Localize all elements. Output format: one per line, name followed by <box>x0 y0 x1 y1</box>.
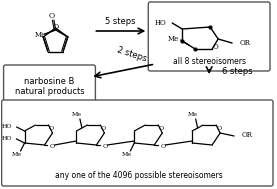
FancyBboxPatch shape <box>148 2 270 71</box>
Text: O: O <box>161 143 166 149</box>
Text: HO: HO <box>1 136 12 140</box>
Text: Me: Me <box>188 112 198 116</box>
FancyBboxPatch shape <box>4 65 95 101</box>
Text: Me: Me <box>34 31 45 39</box>
Text: 5 steps: 5 steps <box>105 17 135 26</box>
Text: Me: Me <box>72 112 82 116</box>
Text: Me: Me <box>12 153 22 157</box>
Text: all 8 stereoisomers: all 8 stereoisomers <box>173 57 246 67</box>
Text: O: O <box>159 125 164 130</box>
Text: Me: Me <box>168 35 179 43</box>
Text: natural products: natural products <box>15 87 84 95</box>
Text: 2 steps: 2 steps <box>116 45 148 63</box>
Text: OR: OR <box>242 131 253 139</box>
Text: O: O <box>50 143 55 149</box>
Text: any one of the 4096 possible stereoisomers: any one of the 4096 possible stereoisome… <box>55 171 223 180</box>
Text: O: O <box>212 43 218 51</box>
Text: 6 steps: 6 steps <box>222 67 253 77</box>
Text: O: O <box>49 12 55 20</box>
Text: O: O <box>217 125 222 130</box>
Text: OR: OR <box>240 39 251 47</box>
Text: O: O <box>101 125 106 130</box>
Text: HO: HO <box>154 19 166 27</box>
FancyBboxPatch shape <box>2 100 273 186</box>
Text: Me: Me <box>121 153 131 157</box>
Text: HO: HO <box>1 123 12 129</box>
Text: O: O <box>103 143 108 149</box>
Text: O: O <box>49 125 54 130</box>
Text: narbosine B: narbosine B <box>24 77 75 87</box>
Text: O: O <box>52 23 58 31</box>
